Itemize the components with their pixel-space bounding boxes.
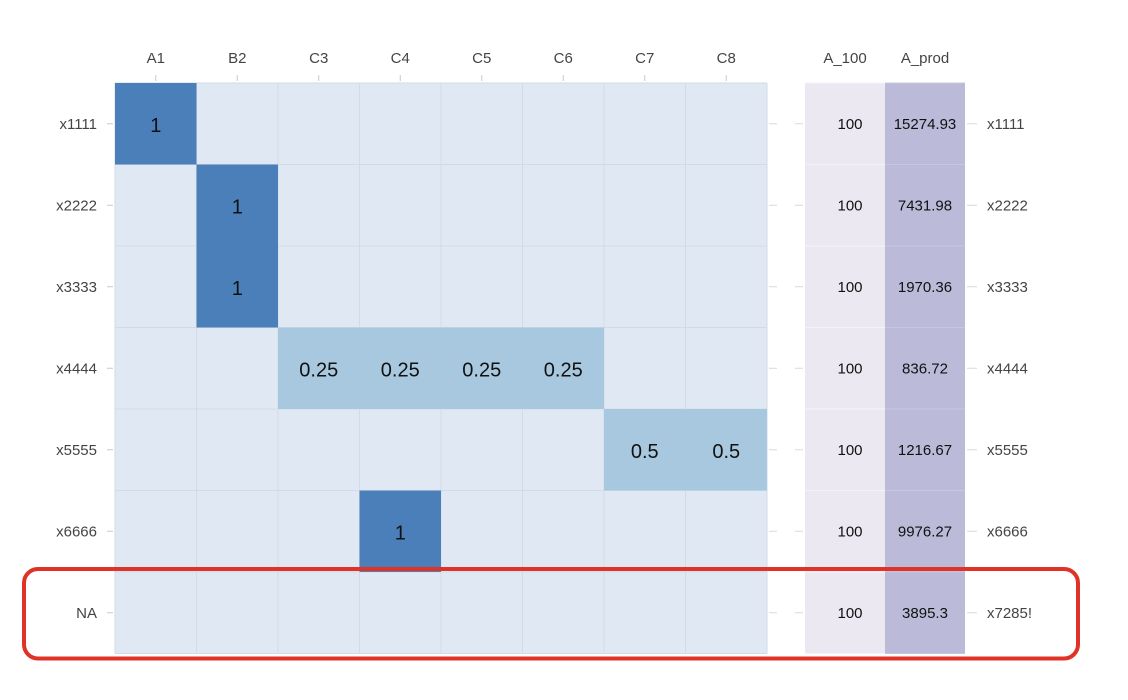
heatmap-cell [115,83,197,165]
x-tick-label: C6 [554,50,573,67]
right-row-label: x1111 [987,116,1025,133]
side-column-value: 1216.67 [898,442,952,459]
x-tick-label: A1 [147,50,165,67]
right-row-label: x2222 [987,197,1028,214]
x-tick-label: C5 [472,50,491,67]
y-tick-label: x2222 [56,197,97,214]
x-tick-label: C4 [391,50,410,67]
side-column-value: 100 [837,197,862,214]
y-tick-label: x6666 [56,523,97,540]
side-column-value: 100 [837,442,862,459]
cell-value-label: 0.25 [544,359,583,381]
right-row-label: x5555 [987,442,1028,459]
heatmap-cell [359,327,441,409]
side-column-bg [885,83,965,654]
row-highlight-box [22,567,1080,661]
heatmap-cell [685,409,767,491]
y-tick-label: x3333 [56,279,97,296]
cell-value-label: 0.5 [712,441,740,463]
side-column-value: 100 [837,279,862,296]
y-tick-label: x5555 [56,442,97,459]
heatmap-cell [441,327,523,409]
right-row-label: x7285! [987,605,1032,622]
heatmap-cell [359,490,441,572]
side-column-header: A_100 [823,50,866,67]
cell-value-label: 0.5 [631,441,659,463]
cell-value-label: 1 [232,196,243,218]
cell-value-label: 1 [395,522,406,544]
side-column-value: 100 [837,605,862,622]
cell-value-label: 0.25 [462,359,501,381]
heatmap-cell [196,246,278,328]
side-columns: A_100 100 100 100 100 100 100 100 A_prod 15274.93… [805,50,965,654]
x-tick-label: C8 [717,50,736,67]
heatmap-cell [604,409,686,491]
y-tick-label: x1111 [59,116,97,133]
right-row-label: x6666 [987,523,1028,540]
side-column-value: 15274.93 [894,116,957,133]
side-column-value: 3895.3 [902,605,948,622]
cell-value-label: 1 [232,278,243,300]
side-column-value: 1970.36 [898,279,952,296]
side-column-value: 9976.27 [898,523,952,540]
x-tick-label: B2 [228,50,246,67]
heatmap-cell [278,327,360,409]
x-tick-label: C3 [309,50,328,67]
right-row-label: x4444 [987,360,1028,377]
side-column-header: A_prod [901,50,949,67]
highlight-layer [22,567,1080,661]
side-column-bg [805,83,885,654]
heatmap-cell [196,164,278,246]
right-row-label: x3333 [987,279,1028,296]
side-column-value: 100 [837,360,862,377]
heatmap-cell [522,327,604,409]
x-tick-label: C7 [635,50,654,67]
cell-value-label: 0.25 [381,359,420,381]
cell-value-label: 1 [150,115,161,137]
side-column-value: 7431.98 [898,197,952,214]
side-column-value: 100 [837,523,862,540]
heatmap-cells: 1 1 1 0.25 0.25 0.25 0.25 0.5 0.5 1 [115,83,767,572]
cell-value-label: 0.25 [299,359,338,381]
side-column-value: 100 [837,116,862,133]
y-tick-label: NA [76,605,97,622]
axis-labels: A1 B2 C3 C4 C5 C6 C7 C8 x1111 x2222 x3333 x4444 x555… [56,50,1032,622]
side-column-value: 836.72 [902,360,948,377]
y-tick-label: x4444 [56,360,97,377]
